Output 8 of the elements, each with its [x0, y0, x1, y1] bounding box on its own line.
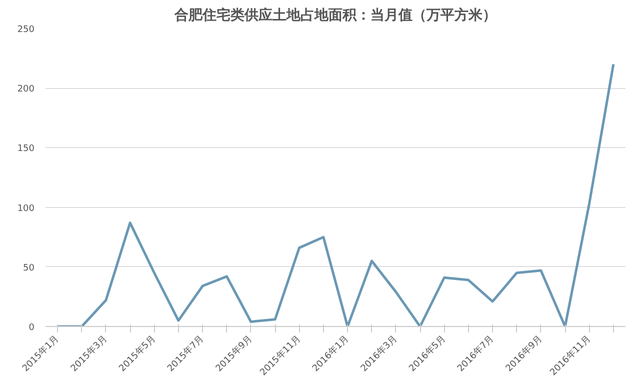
y-tick-label: 50 — [23, 263, 35, 274]
line-series — [56, 63, 615, 326]
y-tick-label: 250 — [17, 25, 35, 35]
y-tick-label: 100 — [17, 204, 35, 214]
y-tick-label: 0 — [28, 323, 35, 333]
chart-title: 合肥住宅类供应土地占地面积：当月值（万平方米） — [174, 6, 496, 24]
y-tick-label: 200 — [17, 84, 35, 95]
y-tick-label: 150 — [17, 144, 35, 154]
